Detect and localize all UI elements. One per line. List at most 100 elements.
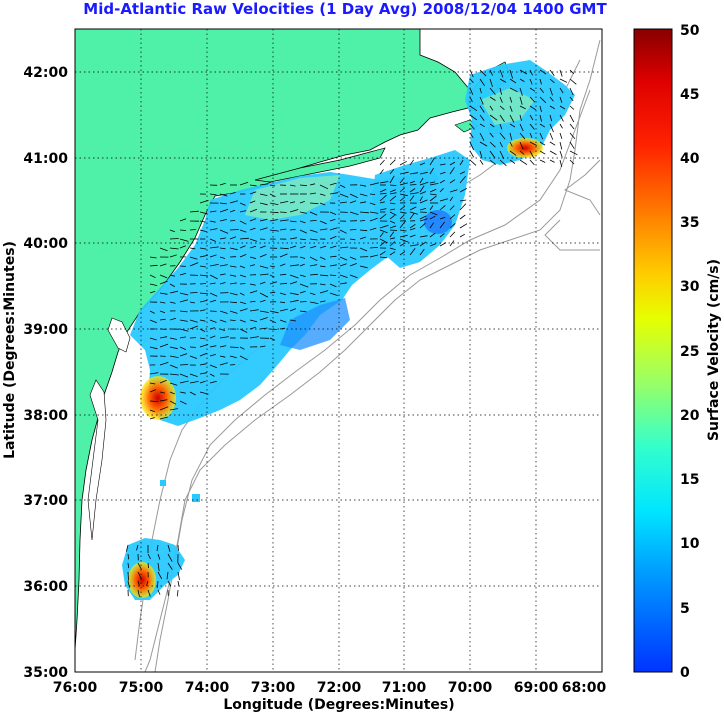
velocity-arrow (299, 238, 306, 241)
velocity-arrow (369, 193, 376, 195)
velocity-arrow (329, 218, 336, 222)
velocity-arrow (166, 571, 169, 580)
velocity-arrow (339, 246, 349, 249)
velocity-arrow (179, 218, 187, 222)
velocity-arrow (177, 580, 180, 587)
velocity-arrow (229, 192, 236, 195)
velocity-arrow (249, 184, 257, 187)
velocity-arrow (199, 265, 206, 268)
velocity-arrow (349, 211, 359, 215)
velocity-arrow (379, 188, 387, 193)
velocity-arrow (369, 254, 378, 258)
velocity-arrow (419, 241, 427, 247)
velocity-arrow (219, 264, 228, 267)
velocity-arrow (279, 301, 286, 304)
velocity-arrow (409, 211, 418, 215)
velocity-arrow (389, 195, 397, 202)
velocity-arrow (519, 132, 526, 140)
velocity-arrow (199, 211, 208, 215)
velocity-arrow (249, 256, 257, 259)
velocity-arrow (549, 105, 556, 110)
velocity-arrow (559, 87, 564, 94)
velocity-arrow (239, 220, 247, 225)
velocity-hotspot-south (140, 376, 176, 420)
velocity-arrow (219, 345, 227, 348)
velocity-arrow (319, 283, 326, 286)
velocity-arrow (429, 232, 436, 238)
velocity-arrow (489, 87, 496, 95)
velocity-arrow (127, 553, 130, 560)
velocity-arrow (239, 229, 247, 233)
velocity-arrow (269, 229, 279, 232)
velocity-arrow (569, 69, 575, 74)
velocity-arrow (179, 380, 189, 384)
velocity-arrow (369, 227, 377, 231)
velocity-arrow (289, 184, 296, 187)
velocity-arrow (159, 292, 168, 295)
velocity-arrow (309, 245, 317, 249)
velocity-arrow (309, 264, 318, 267)
velocity-arrow (219, 229, 229, 234)
velocity-arrow (469, 78, 474, 83)
velocity-arrow (219, 355, 226, 358)
velocity-arrow (479, 69, 487, 77)
velocity-arrow (479, 159, 484, 165)
velocity-arrow (359, 184, 367, 187)
velocity-arrow (159, 416, 168, 420)
velocity-arrow (219, 256, 226, 259)
velocity-arrow (157, 571, 163, 579)
velocity-arrow (539, 150, 546, 155)
velocity-arrow (339, 193, 349, 198)
velocity-arrow (539, 87, 545, 94)
velocity-arrow (419, 199, 428, 204)
velocity-arrow (549, 159, 555, 163)
velocity-arrow (489, 123, 495, 128)
velocity-arrow (269, 211, 279, 214)
velocity-arrow (239, 265, 246, 269)
velocity-arrow (289, 292, 299, 296)
velocity-arrow (379, 229, 388, 234)
velocity-arrow (147, 553, 151, 560)
velocity-arrow (369, 202, 376, 206)
velocity-arrow (309, 292, 316, 296)
velocity-arrow (309, 192, 316, 195)
velocity-arrow (569, 114, 575, 123)
velocity-arrow (199, 220, 206, 223)
velocity-arrow (289, 245, 297, 249)
velocity-arrow (177, 589, 179, 597)
velocity-arrow (269, 219, 278, 222)
velocity-arrow (349, 193, 358, 198)
velocity-arrow (549, 69, 555, 77)
velocity-arrow (149, 274, 156, 279)
velocity-arrow (419, 181, 429, 186)
velocity-arrow (349, 263, 357, 267)
x-tick-label: 71:00 (382, 680, 427, 696)
velocity-arrow (379, 213, 387, 220)
velocity-arrow (499, 123, 503, 130)
velocity-arrow (219, 237, 226, 240)
velocity-arrow (269, 193, 276, 198)
velocity-arrow (159, 391, 166, 394)
velocity-arrow (329, 245, 337, 249)
velocity-arrow (157, 562, 160, 572)
velocity-arrow (149, 346, 158, 350)
velocity-arrow (177, 571, 180, 581)
velocity-arrow (289, 229, 296, 231)
velocity-arrow (389, 229, 398, 231)
velocity-arrow (159, 336, 168, 339)
velocity-arrow (429, 215, 436, 220)
velocity-arrow (299, 310, 307, 313)
velocity-arrow (239, 210, 247, 213)
velocity-arrow (149, 283, 158, 286)
velocity-arrow (319, 256, 326, 260)
velocity-arrow (429, 205, 434, 211)
velocity-arrow (299, 211, 307, 214)
velocity-arrow (179, 319, 188, 322)
velocity-arrow (259, 273, 269, 276)
velocity-arrow (419, 248, 425, 256)
velocity-arrow (389, 231, 395, 238)
velocity-arrow (519, 105, 526, 110)
velocity-arrow (359, 265, 368, 269)
velocity-arrow (479, 114, 485, 121)
velocity-arrow (379, 256, 388, 259)
